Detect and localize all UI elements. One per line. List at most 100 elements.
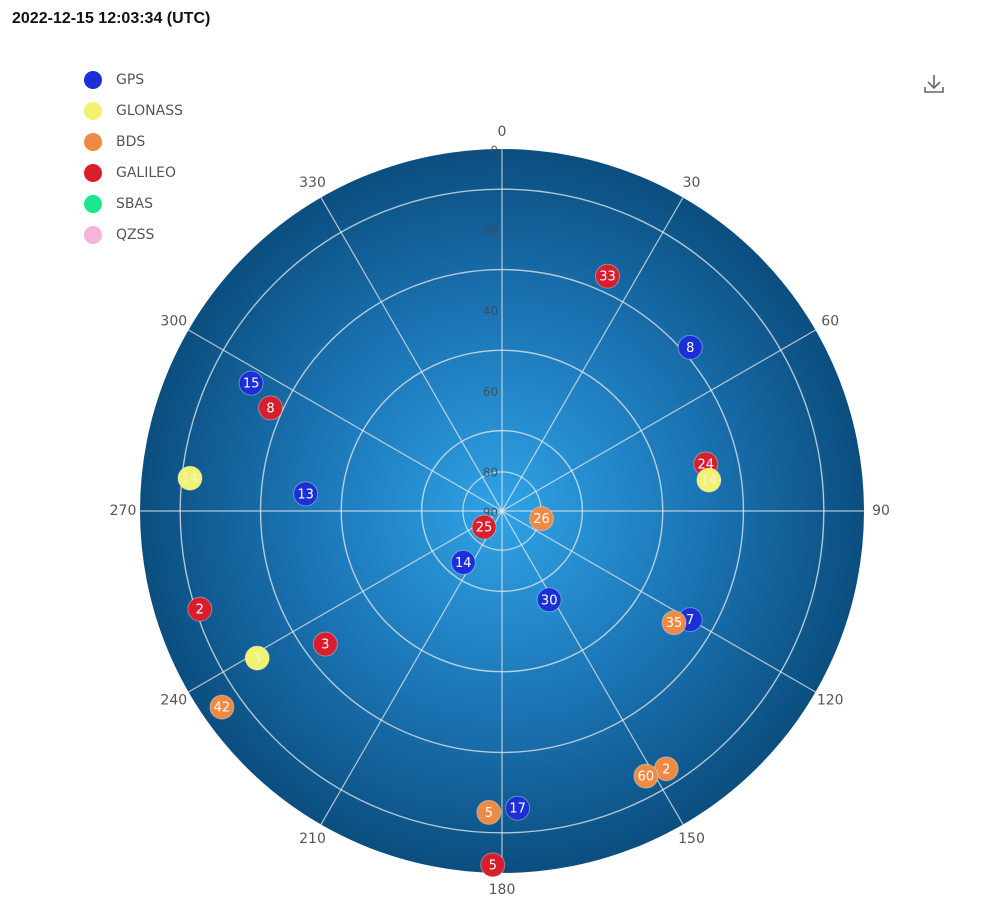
satellite-label: 14 (182, 472, 199, 487)
satellite-marker[interactable] (258, 395, 284, 421)
elevation-tick-label: 0 (490, 144, 498, 158)
satellite-galileo-25[interactable]: 25 (471, 514, 497, 540)
satellite-marker[interactable] (528, 506, 554, 532)
satellite-bds-35[interactable]: 35 (661, 610, 687, 636)
satellite-label: 33 (599, 270, 616, 285)
satellite-marker[interactable] (505, 795, 531, 821)
satellite-label: 5 (485, 806, 493, 821)
legend-label-glonass: GLONASS (116, 102, 183, 119)
satellite-label: 26 (533, 512, 550, 527)
satellite-label: 5 (489, 858, 497, 873)
satellite-marker[interactable] (450, 549, 476, 575)
satellite-marker[interactable] (661, 610, 687, 636)
satellite-bds-42[interactable]: 42 (209, 694, 235, 720)
satellite-marker[interactable] (696, 467, 722, 493)
satellite-label: 2 (196, 603, 204, 618)
satellite-label: 35 (666, 616, 683, 631)
azimuth-tick-label: 270 (110, 503, 137, 519)
satellite-label: 17 (509, 802, 526, 817)
satellite-label: 2 (662, 762, 670, 777)
satellite-marker[interactable] (177, 465, 203, 491)
legend-item-bds[interactable]: BDS (84, 126, 183, 157)
legend-dot-glonass (84, 101, 102, 120)
legend-dot-gps (84, 70, 102, 89)
satellite-marker[interactable] (187, 596, 213, 622)
satellite-marker[interactable] (244, 645, 270, 671)
satellite-marker[interactable] (536, 587, 562, 613)
satellite-glonass-3[interactable]: 3 (244, 645, 270, 671)
satellite-gps-8[interactable]: 8 (677, 334, 703, 360)
satellite-label: 14 (701, 474, 718, 489)
satellite-gps-30[interactable]: 30 (536, 587, 562, 613)
azimuth-spoke (186, 510, 503, 694)
satellite-gps-14[interactable]: 14 (450, 549, 476, 575)
azimuth-spoke (501, 510, 818, 694)
satellite-label: 25 (476, 521, 493, 536)
timestamp: 2022-12-15 12:03:34 (UTC) (12, 10, 211, 27)
legend-item-qzss[interactable]: QZSS (84, 219, 183, 250)
satellite-bds-5[interactable]: 5 (476, 799, 502, 825)
satellite-galileo-5[interactable]: 5 (480, 852, 506, 878)
legend-item-gps[interactable]: GPS (84, 64, 183, 95)
satellite-marker[interactable] (312, 631, 338, 657)
satellite-label: 3 (321, 638, 329, 653)
elevation-tick-label: 60 (483, 385, 498, 399)
legend-label-qzss: QZSS (116, 226, 155, 243)
satellite-galileo-3[interactable]: 3 (312, 631, 338, 657)
satellite-label: 8 (686, 341, 694, 356)
legend-dot-sbas (84, 194, 102, 213)
legend-item-sbas[interactable]: SBAS (84, 188, 183, 219)
elevation-tick-label: 20 (483, 223, 498, 237)
satellite-marker[interactable] (238, 370, 264, 396)
azimuth-tick-label: 90 (872, 503, 890, 519)
legend-dot-qzss (84, 225, 102, 244)
satellite-marker[interactable] (471, 514, 497, 540)
satellite-bds-26[interactable]: 26 (528, 506, 554, 532)
satellite-marker[interactable] (476, 799, 502, 825)
azimuth-tick-label: 0 (498, 124, 507, 140)
legend-item-galileo[interactable]: GALILEO (84, 157, 183, 188)
satellite-label: 7 (686, 613, 694, 628)
satellite-marker[interactable] (595, 263, 621, 289)
satellite-marker[interactable] (293, 481, 319, 507)
satellite-label: 8 (266, 401, 274, 416)
satellite-glonass-14[interactable]: 14 (696, 467, 722, 493)
azimuth-tick-label: 240 (160, 693, 187, 709)
satellite-label: 15 (243, 377, 260, 392)
legend-dot-bds (84, 132, 102, 151)
azimuth-tick-label: 210 (299, 831, 326, 847)
satellite-label: 42 (214, 701, 231, 716)
legend-item-glonass[interactable]: GLONASS (84, 95, 183, 126)
legend-label-bds: BDS (116, 133, 146, 150)
satellite-label: 3 (253, 652, 261, 667)
satellite-marker[interactable] (677, 334, 703, 360)
satellite-marker[interactable] (633, 763, 659, 789)
satellite-label: 13 (297, 487, 314, 502)
satellite-label: 30 (541, 593, 558, 608)
azimuth-spoke (501, 328, 818, 512)
download-icon (924, 75, 944, 93)
satellite-bds-60[interactable]: 60 (633, 763, 659, 789)
satellite-gps-17[interactable]: 17 (505, 795, 531, 821)
satellite-galileo-2[interactable]: 2 (187, 596, 213, 622)
satellite-glonass-14[interactable]: 14 (177, 465, 203, 491)
azimuth-tick-label: 60 (821, 314, 839, 330)
satellite-gps-15[interactable]: 15 (238, 370, 264, 396)
elevation-tick-label: 80 (483, 465, 498, 479)
legend-dot-galileo (84, 163, 102, 182)
azimuth-tick-label: 150 (678, 831, 705, 847)
satellite-marker[interactable] (209, 694, 235, 720)
satellite-label: 14 (455, 556, 472, 571)
azimuth-tick-label: 120 (817, 693, 844, 709)
azimuth-spoke (186, 328, 503, 512)
satellite-gps-13[interactable]: 13 (293, 481, 319, 507)
satellite-label: 60 (638, 770, 655, 785)
satellite-galileo-8[interactable]: 8 (258, 395, 284, 421)
legend-label-sbas: SBAS (116, 195, 153, 212)
satellite-galileo-33[interactable]: 33 (595, 263, 621, 289)
download-button[interactable] (920, 70, 948, 98)
satellite-marker[interactable] (480, 852, 506, 878)
azimuth-tick-label: 30 (683, 175, 701, 191)
